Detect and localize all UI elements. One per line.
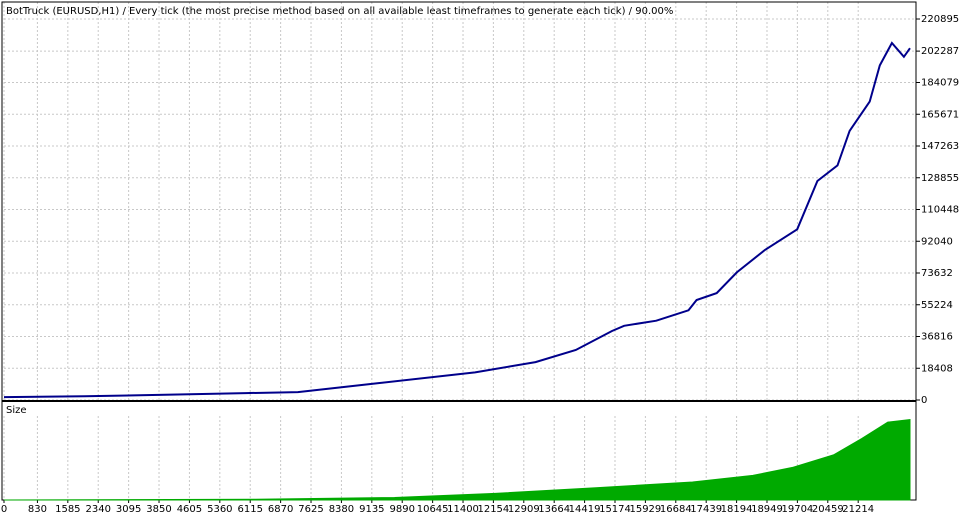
y-tick-label: 147263 [921, 141, 959, 152]
y-tick-label: 128855 [921, 173, 959, 184]
x-tick-label: 14419 [569, 504, 601, 515]
x-tick-label: 21214 [842, 504, 874, 515]
x-tick-label: 7625 [298, 504, 323, 515]
x-tick-label: 20459 [812, 504, 844, 515]
x-tick-label: 6115 [237, 504, 262, 515]
chart-title: BotTruck (EURUSD,H1) / Every tick (the m… [6, 6, 673, 17]
y-tick-label: 0 [921, 395, 927, 406]
x-tick-label: 3850 [146, 504, 171, 515]
y-tick-label: 220895 [921, 14, 959, 25]
plot-frame [1, 1, 917, 501]
x-tick-label: 16684 [660, 504, 692, 515]
y-tick-label: 18408 [921, 363, 953, 374]
x-tick-label: 19704 [781, 504, 813, 515]
x-tick-label: 15929 [629, 504, 661, 515]
panel-label: Size [6, 405, 27, 416]
y-tick-label: 73632 [921, 268, 953, 279]
y-tick-label: 184079 [921, 78, 959, 89]
balance-line [3, 41, 911, 399]
x-tick-label: 13664 [538, 504, 570, 515]
x-tick-label: 15174 [599, 504, 631, 515]
x-tick-label: 5360 [207, 504, 232, 515]
y-tick-label: 202287 [921, 46, 959, 57]
x-tick-label: 1585 [55, 504, 80, 515]
x-tick-label: 8380 [329, 504, 354, 515]
x-tick-label: 830 [28, 504, 47, 515]
y-tick-label: 92040 [921, 236, 953, 247]
y-tick-label: 110448 [921, 205, 959, 216]
y-tick-label: 165671 [921, 109, 959, 120]
size-area [3, 419, 911, 501]
x-tick-label: 0 [1, 504, 7, 515]
x-tick-label: 11400 [447, 504, 479, 515]
x-tick-label: 12154 [477, 504, 509, 515]
x-tick-label: 9890 [389, 504, 414, 515]
x-tick-label: 10645 [417, 504, 449, 515]
x-tick-label: 12909 [508, 504, 540, 515]
x-tick-label: 17439 [690, 504, 722, 515]
x-tick-label: 4605 [177, 504, 202, 515]
x-tick-label: 2340 [85, 504, 110, 515]
y-tick-label: 36816 [921, 332, 953, 343]
x-tick-label: 9135 [359, 504, 384, 515]
y-tick-label: 55224 [921, 300, 953, 311]
x-tick-label: 6870 [268, 504, 293, 515]
x-tick-label: 18194 [721, 504, 753, 515]
x-tick-label: 3095 [116, 504, 141, 515]
x-tick-label: 18949 [751, 504, 783, 515]
